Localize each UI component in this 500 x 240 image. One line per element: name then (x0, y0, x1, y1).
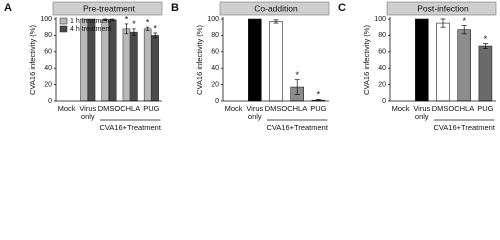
group-label: CVA16+Treatment (266, 123, 328, 132)
y-tick-label: 20 (378, 81, 386, 88)
significance: * (484, 34, 488, 44)
panel-label: A (4, 2, 12, 14)
error-bar (103, 18, 108, 21)
chart-title: Post-infection (417, 3, 469, 13)
y-tick-label: 40 (211, 65, 219, 72)
y-tick-label: 60 (378, 49, 386, 56)
significance: * (317, 90, 321, 100)
bar (248, 18, 262, 102)
y-tick-label: 0 (48, 98, 52, 105)
significance: * (153, 23, 157, 33)
error-bar (273, 19, 279, 24)
y-tick-label: 60 (44, 49, 52, 56)
bar (122, 28, 131, 102)
y-tick-label: 80 (378, 32, 386, 39)
x-tick-label: DMSO (432, 104, 455, 113)
significance: * (125, 14, 129, 24)
panel-label: B (171, 2, 179, 14)
significance: * (462, 16, 466, 26)
y-tick-label: 20 (211, 81, 219, 88)
legend-swatch (59, 25, 68, 33)
error-bar (482, 43, 488, 49)
title-box (52, 1, 163, 16)
y-tick-label: 40 (44, 65, 52, 72)
chart-title: Pre-treatment (83, 3, 136, 13)
title-box (386, 1, 497, 16)
x-tick-label: DMSO (265, 104, 288, 113)
x-tick-label: Virus only (413, 104, 430, 121)
group-label: CVA16+Treatment (433, 123, 495, 132)
error-bar (132, 28, 136, 36)
error-bar (153, 32, 157, 39)
y-tick-label: 100 (374, 16, 386, 23)
chart-title: Co-addition (254, 3, 298, 13)
y-tick-label: 20 (44, 81, 52, 88)
x-tick-label: PUG (477, 104, 493, 113)
y-tick-label: 100 (207, 16, 219, 23)
bar (478, 45, 493, 102)
x-tick-label: CHLA (120, 104, 140, 113)
y-tick-label: 60 (211, 49, 219, 56)
y-tick-label: 80 (44, 32, 52, 39)
bar (130, 31, 138, 102)
error-bar (440, 18, 446, 28)
x-tick-label: Virus only (79, 104, 96, 121)
error-bar (110, 18, 115, 21)
x-tick-label: Virus only (246, 104, 263, 121)
error-bar (145, 26, 150, 31)
significance: * (295, 70, 299, 80)
panel-label: C (338, 2, 346, 14)
y-axis-label: CVA16 infectivity (%) (195, 25, 204, 95)
error-bar (294, 79, 300, 95)
significance: * (132, 19, 136, 29)
bar (143, 28, 152, 102)
y-axis-label: CVA16 infectivity (%) (362, 25, 371, 95)
legend-label: 1 h treatment (70, 18, 111, 25)
x-tick-label: DMSO (98, 104, 121, 113)
x-tick-label: CHLA (287, 104, 307, 113)
legend-swatch (59, 17, 68, 25)
x-tick-label: PUG (310, 104, 326, 113)
y-tick-label: 0 (382, 98, 386, 105)
y-tick-label: 80 (211, 32, 219, 39)
x-tick-label: Mock (225, 104, 243, 113)
x-tick-label: Mock (392, 104, 410, 113)
x-tick-label: PUG (143, 104, 159, 113)
title-box (219, 1, 330, 16)
bar (436, 22, 450, 102)
y-tick-label: 40 (378, 65, 386, 72)
figure: A Pre-treatment CVA16 infectivity (%) 0 20 40… (4, 1, 497, 132)
error-bar (124, 23, 129, 35)
bar (151, 35, 159, 102)
legend-label: 4 h treatment (70, 26, 111, 33)
bar (269, 21, 283, 102)
y-tick-label: 0 (215, 98, 219, 105)
bar (414, 18, 429, 102)
x-tick-label: Mock (58, 104, 76, 113)
bar (457, 29, 472, 102)
error-bar (461, 25, 467, 35)
x-tick-label: CHLA (454, 104, 474, 113)
significance: * (146, 18, 150, 28)
group-label: CVA16+Treatment (99, 123, 161, 132)
y-tick-label: 100 (40, 16, 52, 23)
y-axis-label: CVA16 infectivity (%) (28, 25, 37, 95)
